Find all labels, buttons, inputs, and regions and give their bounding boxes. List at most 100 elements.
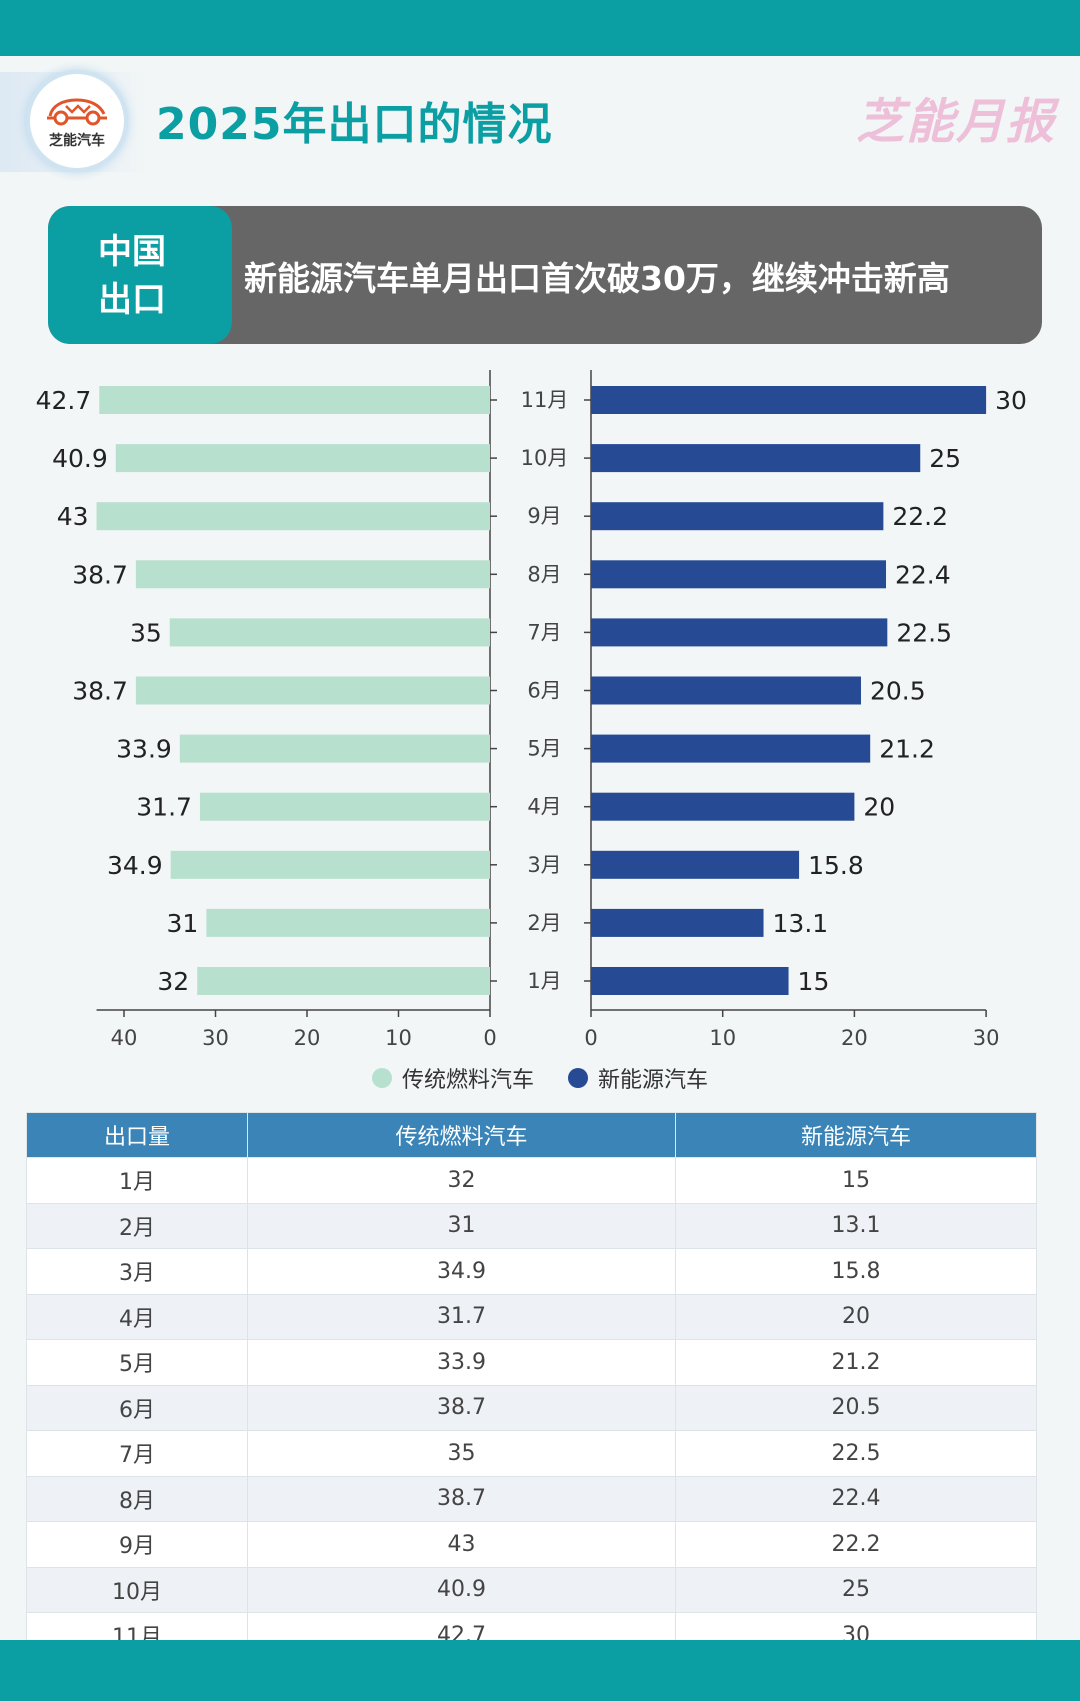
table-header-traditional: 传统燃料汽车	[247, 1112, 676, 1158]
data-label-nev: 13.1	[773, 909, 829, 938]
data-label-nev: 30	[995, 386, 1027, 415]
left-axis-tick-label: 20	[294, 1026, 321, 1050]
car-logo-icon	[47, 98, 107, 126]
bar-nev	[591, 792, 855, 821]
table-header-month: 出口量	[26, 1112, 248, 1158]
left-axis-tick-label: 40	[111, 1026, 138, 1050]
right-axis-tick-label: 10	[709, 1026, 736, 1050]
table-cell-traditional: 31.7	[247, 1293, 676, 1340]
left-axis-tick-label: 30	[202, 1026, 229, 1050]
top-band	[0, 0, 1080, 56]
category-label: 11月	[521, 388, 569, 412]
bar-nev	[591, 560, 887, 589]
bar-traditional	[179, 734, 490, 763]
data-label-nev: 22.2	[892, 502, 948, 531]
right-axis-tick-label: 30	[973, 1026, 1000, 1050]
banner-tag-line1: 中国	[98, 232, 166, 272]
bar-traditional	[135, 676, 490, 705]
data-label-nev: 15	[798, 967, 830, 996]
table-cell-traditional: 31	[247, 1202, 676, 1249]
table-row: 10月 40.9 25	[26, 1566, 1037, 1613]
bar-traditional	[115, 444, 490, 473]
right-axis-tick-label: 0	[584, 1026, 597, 1050]
table-cell-traditional: 40.9	[247, 1566, 676, 1613]
bar-traditional	[206, 908, 490, 937]
data-label-traditional: 34.9	[107, 851, 163, 880]
bar-traditional	[99, 386, 491, 414]
table-cell-month: 1月	[26, 1157, 248, 1204]
table-row: 9月 43 22.2	[26, 1521, 1037, 1568]
table-cell-traditional: 38.7	[247, 1475, 676, 1522]
table-row: 1月 32 15	[26, 1157, 1037, 1204]
bar-nev	[591, 908, 764, 937]
data-label-nev: 21.2	[879, 735, 935, 764]
data-label-traditional: 31.7	[136, 793, 192, 822]
bar-nev	[591, 734, 871, 763]
table-cell-traditional: 34.9	[247, 1248, 676, 1295]
table-row: 4月 31.7 20	[26, 1293, 1037, 1340]
export-butterfly-chart: 11月 42.7 30 10月 40.9 25 9月 43 22.2 8月 38.7 22.4 7月 35…	[36, 370, 1027, 1050]
category-label: 9月	[527, 504, 561, 528]
table-cell-traditional: 32	[247, 1157, 676, 1204]
data-label-nev: 20.5	[870, 677, 926, 706]
bar-nev	[591, 386, 987, 414]
bar-nev	[591, 444, 921, 473]
left-axis-tick-label: 10	[385, 1026, 412, 1050]
banner-tag-box: 中国 出口	[48, 206, 232, 344]
data-label-traditional: 40.9	[52, 444, 108, 473]
table-cell-nev: 13.1	[675, 1202, 1037, 1249]
bar-traditional	[170, 850, 491, 879]
data-label-traditional: 35	[130, 618, 162, 647]
banner-tag-line2: 出口	[98, 280, 166, 320]
table-cell-nev: 20.5	[675, 1384, 1037, 1431]
table-header-row: 出口量 传统燃料汽车 新能源汽车	[26, 1112, 1037, 1158]
data-label-nev: 22.4	[895, 560, 951, 589]
data-label-traditional: 32	[157, 967, 189, 996]
table-cell-month: 8月	[26, 1475, 248, 1522]
table-row: 6月 38.7 20.5	[26, 1384, 1037, 1431]
bar-traditional	[135, 560, 490, 589]
table-cell-nev: 22.4	[675, 1475, 1037, 1522]
category-label: 8月	[527, 562, 561, 586]
table-cell-month: 3月	[26, 1248, 248, 1295]
banner-headline: 新能源汽车单月出口首次破30万，继续冲击新高	[244, 259, 950, 298]
banner-tag: 中国 出口	[98, 228, 198, 324]
table-cell-month: 5月	[26, 1339, 248, 1386]
data-label-traditional: 38.7	[72, 677, 128, 706]
table-cell-nev: 22.2	[675, 1521, 1037, 1568]
table-cell-nev: 15	[675, 1157, 1037, 1204]
legend-label-nev: 新能源汽车	[598, 1068, 709, 1093]
table-cell-nev: 21.2	[675, 1339, 1037, 1386]
data-label-traditional: 31	[167, 909, 199, 938]
table-header-nev: 新能源汽车	[675, 1112, 1037, 1158]
data-label-traditional: 33.9	[116, 735, 172, 764]
logo-text: 芝能汽车	[49, 133, 105, 149]
brand-watermark: 芝能月报	[855, 94, 1056, 150]
brand-logo: 芝能汽车	[30, 74, 124, 168]
bar-traditional	[169, 618, 490, 647]
category-label: 1月	[527, 969, 561, 993]
data-label-nev: 22.5	[896, 618, 952, 647]
bar-nev	[591, 850, 800, 879]
table-cell-nev: 15.8	[675, 1248, 1037, 1295]
category-label: 5月	[527, 737, 561, 761]
bar-nev	[591, 967, 789, 995]
table-cell-month: 2月	[26, 1202, 248, 1249]
legend-item-traditional: 传统燃料汽车	[371, 1062, 534, 1094]
data-label-nev: 20	[863, 793, 895, 822]
data-label-nev: 15.8	[808, 851, 864, 880]
table-row: 3月 34.9 15.8	[26, 1248, 1037, 1295]
bar-nev	[591, 502, 884, 531]
table-cell-traditional: 33.9	[247, 1339, 676, 1386]
category-label: 7月	[527, 620, 561, 644]
data-label-traditional: 38.7	[72, 560, 128, 589]
table-row: 2月 31 13.1	[26, 1202, 1037, 1249]
chart-legend: 传统燃料汽车 新能源汽车	[0, 1062, 1080, 1094]
table-row: 8月 38.7 22.4	[26, 1475, 1037, 1522]
table-cell-nev: 20	[675, 1293, 1037, 1340]
table-cell-month: 9月	[26, 1521, 248, 1568]
category-label: 6月	[527, 679, 561, 703]
page-title: 2025年出口的情况	[156, 99, 553, 150]
table-row: 7月 35 22.5	[26, 1430, 1037, 1477]
table-cell-traditional: 38.7	[247, 1384, 676, 1431]
